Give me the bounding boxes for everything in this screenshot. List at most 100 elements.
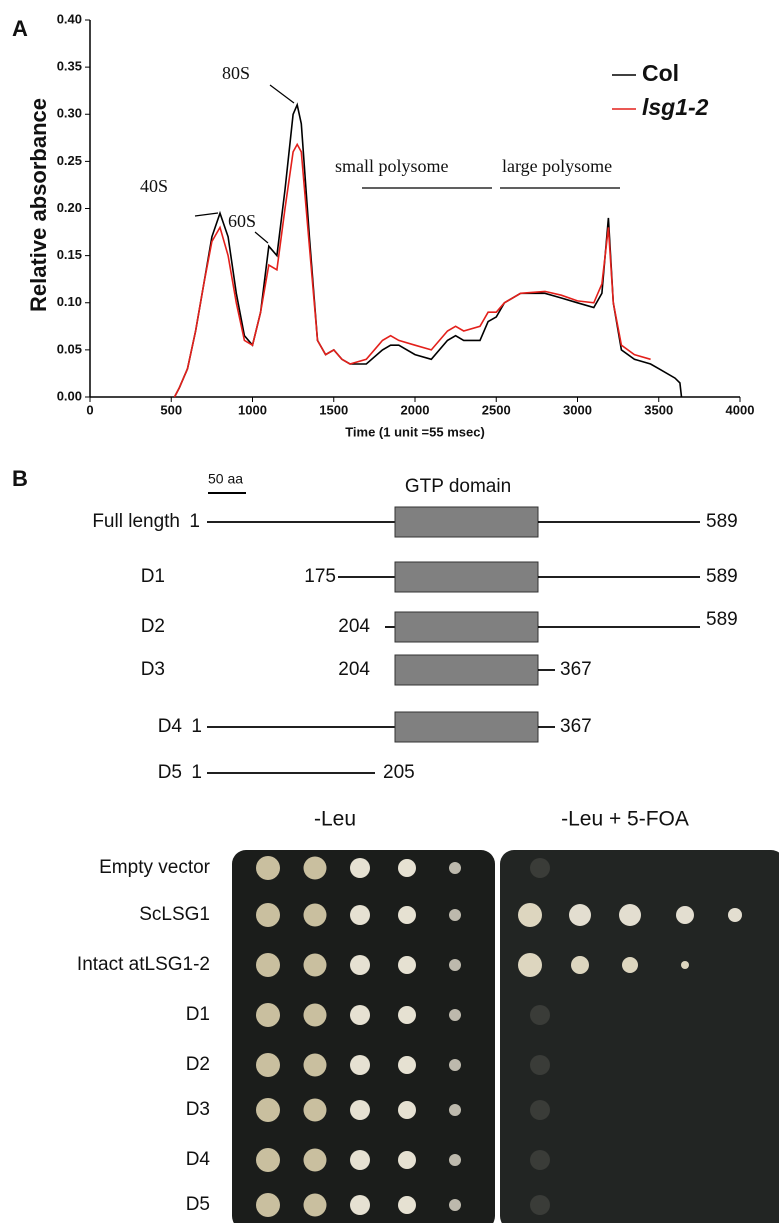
y-tick-label: 0.30 <box>57 106 82 121</box>
strain-label: D5 <box>186 1194 210 1215</box>
spot <box>350 1150 370 1170</box>
strain-label: D4 <box>186 1149 211 1170</box>
y-tick-label: 0.20 <box>57 200 82 215</box>
spot <box>530 858 550 878</box>
series-line <box>173 142 651 398</box>
spot <box>350 905 370 925</box>
construct-name: D4 <box>158 716 183 737</box>
spot <box>398 1101 416 1119</box>
spot <box>303 1053 327 1077</box>
construct-start: 175 <box>304 566 336 587</box>
spot <box>571 956 589 974</box>
spot <box>398 1196 416 1214</box>
y-tick-label: 0.10 <box>57 294 82 309</box>
construct-start: 1 <box>191 716 202 737</box>
annotation: 60S <box>228 211 256 231</box>
spot <box>303 953 327 977</box>
y-tick-label: 0.40 <box>57 11 82 26</box>
spot <box>622 957 638 973</box>
spot <box>676 906 694 924</box>
spot <box>398 1056 416 1074</box>
construct-start: 204 <box>338 616 370 637</box>
construct-end: 205 <box>383 762 415 783</box>
spot <box>398 906 416 924</box>
construct-start: 1 <box>191 762 202 783</box>
gtp-domain <box>394 561 539 593</box>
spot <box>256 903 280 927</box>
construct-end: 589 <box>706 511 738 532</box>
x-tick-label: 0 <box>86 402 93 417</box>
plate <box>500 850 779 1223</box>
panel-label: A <box>12 16 28 41</box>
strain-label: D2 <box>186 1054 210 1075</box>
spot <box>398 1151 416 1169</box>
spot <box>350 1005 370 1025</box>
annotation: small polysome <box>335 156 449 176</box>
medium-label: -Leu <box>314 808 356 831</box>
spot <box>530 1100 550 1120</box>
construct-name: D5 <box>158 762 182 783</box>
spot <box>303 1193 327 1217</box>
construct-end: 589 <box>706 609 738 630</box>
y-tick-label: 0.05 <box>57 341 82 356</box>
spot <box>569 904 591 926</box>
construct-end: 367 <box>560 716 592 737</box>
spot <box>398 859 416 877</box>
legend-label: lsg1-2 <box>642 94 709 120</box>
spot <box>350 1195 370 1215</box>
spot <box>256 1003 280 1027</box>
spot <box>449 909 461 921</box>
spot <box>449 1059 461 1071</box>
x-axis-title: Time (1 unit =55 msec) <box>345 424 485 439</box>
annotation: large polysome <box>502 156 612 176</box>
spot <box>681 961 689 969</box>
annotation: 40S <box>140 176 168 196</box>
spot <box>398 1006 416 1024</box>
construct-start: 204 <box>338 659 370 680</box>
y-tick-label: 0.00 <box>57 388 82 403</box>
y-tick-label: 0.35 <box>57 59 82 74</box>
x-tick-label: 500 <box>160 402 182 417</box>
spot <box>256 856 280 880</box>
spot <box>350 955 370 975</box>
spot <box>619 904 641 926</box>
panel-label: B <box>12 466 28 491</box>
spot <box>530 1055 550 1075</box>
spot <box>518 903 542 927</box>
plate <box>232 850 495 1223</box>
gtp-domain <box>394 611 539 643</box>
x-tick-label: 2500 <box>482 402 511 417</box>
y-axis-title: Relative absorbance <box>26 98 51 312</box>
spot <box>449 1104 461 1116</box>
spot <box>449 1009 461 1021</box>
x-tick-label: 3500 <box>644 402 673 417</box>
x-tick-label: 4000 <box>726 402 755 417</box>
spot <box>449 1199 461 1211</box>
spot <box>303 1003 327 1027</box>
construct-name: D1 <box>141 566 165 587</box>
spot <box>449 862 461 874</box>
spot <box>303 856 327 880</box>
spot <box>449 1154 461 1166</box>
spot <box>449 959 461 971</box>
strain-label: Intact atLSG1-2 <box>77 954 210 975</box>
y-tick-label: 0.25 <box>57 153 82 168</box>
gtp-domain <box>394 711 539 743</box>
gtp-domain <box>394 506 539 538</box>
spot <box>350 1055 370 1075</box>
spot <box>518 953 542 977</box>
scale-bar-label: 50 aa <box>208 471 243 487</box>
spot <box>530 1150 550 1170</box>
spot <box>530 1005 550 1025</box>
medium-label: -Leu + 5-FOA <box>561 808 689 831</box>
construct-start: 1 <box>189 511 200 532</box>
construct-name: Full length <box>92 511 180 532</box>
gtp-domain <box>394 654 539 686</box>
spot <box>256 1053 280 1077</box>
spot <box>256 953 280 977</box>
spot <box>303 1148 327 1172</box>
annotation: 80S <box>222 63 250 83</box>
domain-label: GTP domain <box>405 476 511 497</box>
y-tick-label: 0.15 <box>57 247 82 262</box>
